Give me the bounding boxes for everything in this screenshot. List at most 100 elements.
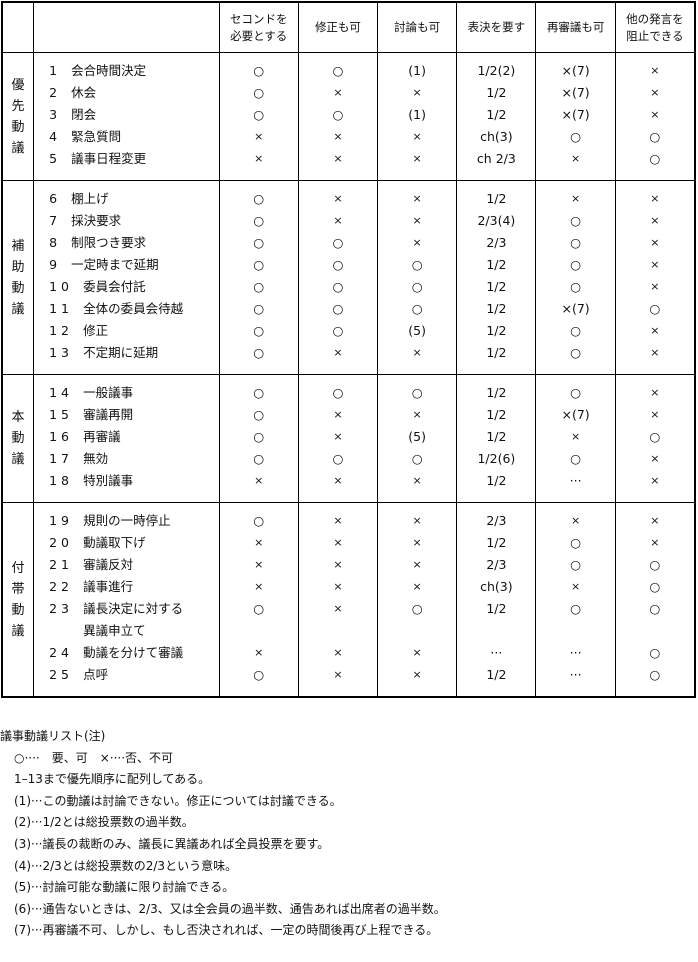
motion-item: 8 制限つき要求 [34,232,219,254]
cell-value: 2/3 [486,513,507,528]
cell-value: × [650,474,660,487]
header-debatable: 討論も可 [377,1,458,53]
motion-name: 不定期に延期 [83,345,159,360]
cell-value: × [650,86,660,99]
motion-number: 10 [49,279,73,294]
motion-number: 5 [49,151,58,166]
motion-number: 12 [49,323,73,338]
cell-value: 1/2 [486,407,507,422]
cell-value: (1) [408,63,427,78]
motion-names: 1 会合時間決定 2 休会 3 閉会 4 緊急質問 5 議事日程変更 [33,52,220,181]
motion-item: 4 緊急質問 [34,126,219,148]
motions-table: セコンドを 必要とする 修正も可 討論も可 表決を要す 再審議も可 他の発言を … [1,1,696,698]
motion-name: 修正 [83,323,109,338]
group-label: 付帯動議 [1,502,35,698]
cell-value: × [254,646,264,659]
cell-value: ○ [253,513,265,528]
cell-value: 1/2 [486,385,507,400]
cell-value: 1/2 [486,345,507,360]
cell-value: 1/2 [486,429,507,444]
cell-value: × [333,580,343,593]
cell-value: ○ [649,151,661,166]
cell-value: ○ [649,429,661,444]
value-column-2: (1) × (1) × × [377,52,458,181]
motion-name: 採決要求 [71,213,122,228]
cell-value: ○ [253,323,265,338]
motion-item: 10 委員会付託 [34,276,219,298]
cell-value: × [333,346,343,359]
cell-value: ○ [332,301,344,316]
header-label: 討論も可 [394,20,441,34]
cell-value: ×(7) [561,407,590,422]
cell-value: ○ [649,129,661,144]
group-row: 優先動議 1 会合時間決定 2 休会 3 閉会 4 緊急質問 5 議事日程変更 ○ ○ ○ × × ○ × ○ × ×(… [1,52,696,181]
cell-value: ○ [649,645,661,660]
cell-value: ○ [570,451,582,466]
header-amendable: 修正も可 [297,1,379,53]
header-label: 再審議も可 [546,20,605,34]
cell-value: × [333,558,343,571]
value-column-0: ○ × × × ○ × ○ [218,502,299,698]
motion-number: 7 [49,213,58,228]
cell-value: × [650,64,660,77]
cell-value: × [650,386,660,399]
motion-number: 18 [49,473,73,488]
note-line: (3)···議長の裁断のみ、議長に異議あれば全員投票を要す。 [14,836,330,851]
motion-name: 棚上げ [71,191,109,206]
motion-name: 一定時まで延期 [71,257,159,272]
motion-number: 22 [49,579,73,594]
cell-value: ×(7) [561,63,590,78]
cell-value: ○ [649,557,661,572]
cell-value: 1/2 [486,473,507,488]
cell-value: × [412,152,422,165]
cell-value: × [650,408,660,421]
cell-value: × [570,580,581,593]
value-column-4: × ○ ○ × ○ ··· ··· [535,502,616,698]
group-label-text: 付帯動議 [11,560,25,639]
cell-value: ○ [253,429,265,444]
cell-value: × [650,258,660,271]
cell-value: ○ [570,557,582,572]
motion-item: 19 規則の一時停止 [34,510,219,532]
cell-value: ○ [570,385,582,400]
cell-value: 1/2 [486,667,507,682]
cell-value: × [333,130,343,143]
group-label: 本動議 [1,374,35,503]
cell-value: × [570,514,581,527]
cell-value: × [333,192,343,205]
motion-item: 5 議事日程変更 [34,148,219,170]
motion-number: 25 [49,667,73,682]
cell-value: ○ [649,601,661,616]
cell-value: 1/2 [486,323,507,338]
value-column-3: 1/2 2/3(4) 2/3 1/2 1/2 1/2 1/2 1/2 [456,180,537,375]
group-row: 補助動議 6 棚上げ 7 採決要求 8 制限つき要求 9 一定時まで延期 10 委員会付託 11 全体の… [1,180,696,375]
cell-value: ○ [411,601,423,616]
motion-name: 議長決定に対する 異議申立て [83,601,184,638]
cell-value: × [333,536,343,549]
cell-value: ○ [253,63,265,78]
cell-value: × [412,558,422,571]
table-body: 優先動議 1 会合時間決定 2 休会 3 閉会 4 緊急質問 5 議事日程変更 ○ ○ ○ × × ○ × ○ × ×(… [1,52,696,698]
cell-value: ○ [253,235,265,250]
cell-value: (5) [408,429,427,444]
motion-name: 緊急質問 [71,129,122,144]
motion-item: 17 無効 [34,448,219,470]
group-label-text: 本動議 [11,410,25,467]
note-line: ○···· 要、可 ×····否、不可 [14,750,174,765]
motion-number: 15 [49,407,73,422]
group-row: 本動議 14 一般議事 15 審議再開 16 再審議 17 無効 18 特別議事 ○ ○ ○ ○ × ○ × × ○ ×… [1,374,696,503]
cell-value: × [412,192,422,205]
cell-value: ○ [570,257,582,272]
motion-name: 委員会付託 [83,279,146,294]
motion-number: 14 [49,385,73,400]
motion-item: 9 一定時まで延期 [34,254,219,276]
notes-section: 議事動議リスト(注) ○···· 要、可 ×····否、不可 1–13まで優先順序… [0,726,446,937]
cell-value: × [570,430,581,443]
cell-value: ○ [570,601,582,616]
cell-value: × [650,236,660,249]
cell-value: × [254,536,264,549]
note-line: (2)···1/2とは総投票数の過半数。 [14,815,194,830]
motion-name: 点呼 [83,667,109,682]
cell-value: × [650,452,660,465]
motion-number: 13 [49,345,73,360]
